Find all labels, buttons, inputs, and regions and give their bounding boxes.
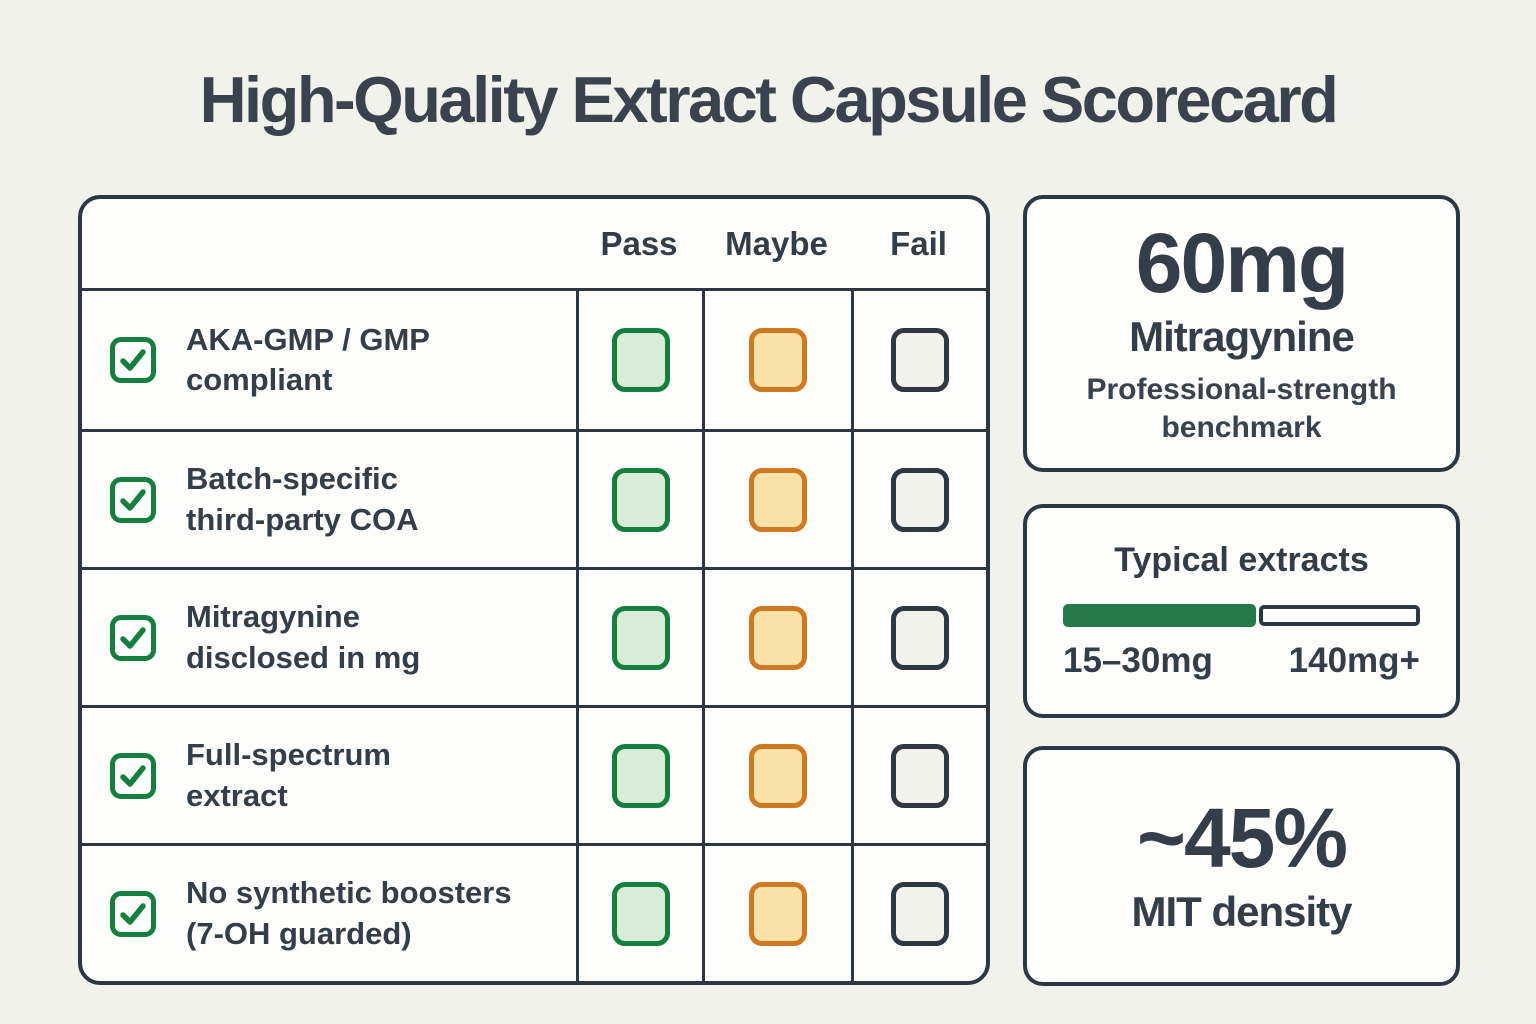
checked-checkbox-icon (110, 337, 156, 383)
column-header-maybe: Maybe (725, 224, 828, 262)
maybe-checkbox-icon (749, 605, 807, 670)
table-row: AKA-GMP / GMP compliant (82, 291, 986, 429)
pass-checkbox-icon (611, 328, 670, 392)
benchmark-card: 60mg Mitragynine Professional-strength b… (1023, 195, 1460, 472)
range-bar-labels: 15–30mg 140mg+ (1063, 641, 1420, 681)
pass-cell (576, 291, 702, 429)
range-bar-empty-segment (1258, 605, 1420, 626)
pass-cell (576, 846, 702, 981)
table-row: No synthetic boosters (7-OH guarded) (82, 843, 986, 981)
pass-checkbox-icon (611, 605, 670, 670)
range-low-label: 15–30mg (1063, 641, 1213, 680)
table-header-row: Pass Maybe Fail (82, 199, 986, 291)
fail-cell (851, 570, 986, 705)
range-high-label: 140mg+ (1288, 641, 1420, 680)
maybe-cell (702, 432, 851, 567)
maybe-checkbox-icon (749, 743, 807, 808)
fail-cell (851, 708, 986, 843)
criterion-label: Full-spectrum extract (186, 737, 391, 813)
checked-checkbox-icon (110, 614, 156, 661)
page-title: High-Quality Extract Capsule Scorecard (199, 63, 1339, 136)
fail-cell (851, 291, 986, 429)
table-row: Full-spectrum extract (82, 705, 986, 843)
criterion-cell: AKA-GMP / GMP compliant (82, 291, 576, 429)
table-row: Mitragynine disclosed in mg (82, 567, 986, 705)
criterion-label: Batch-specific third-party COA (186, 461, 419, 537)
maybe-cell (702, 570, 851, 705)
benchmark-name: Mitragynine (1129, 312, 1355, 360)
pass-cell (576, 432, 702, 567)
criterion-label: No synthetic boosters (7-OH guarded) (186, 875, 512, 951)
range-bar-filled-segment (1063, 604, 1256, 627)
maybe-cell (702, 708, 851, 843)
column-header-fail: Fail (890, 224, 947, 262)
criterion-label: Mitragynine disclosed in mg (186, 599, 421, 675)
maybe-checkbox-icon (749, 881, 807, 946)
column-header-pass: Pass (600, 224, 678, 262)
pass-checkbox-icon (611, 881, 670, 946)
header-spacer (82, 199, 576, 288)
checked-checkbox-icon (110, 890, 156, 937)
pass-cell (576, 570, 702, 705)
benchmark-caption: Professional-strength benchmark (1086, 373, 1397, 444)
pass-cell (576, 708, 702, 843)
criterion-cell: Batch-specific third-party COA (82, 432, 576, 567)
benchmark-value: 60mg (1135, 215, 1349, 310)
stat-cards-column: 60mg Mitragynine Professional-strength b… (1023, 195, 1460, 986)
table-row: Batch-specific third-party COA (82, 429, 986, 567)
fail-cell (851, 432, 986, 567)
mit-density-card: ~45% MIT density (1023, 746, 1460, 986)
density-label: MIT density (1131, 887, 1352, 935)
checked-checkbox-icon (110, 752, 156, 799)
maybe-cell (702, 846, 851, 981)
checked-checkbox-icon (110, 476, 156, 523)
fail-cell (851, 846, 986, 981)
range-bar (1063, 604, 1420, 627)
criteria-table: Pass Maybe Fail AKA-GMP / GMP compliant (78, 195, 990, 985)
criterion-cell: Full-spectrum extract (82, 708, 576, 843)
fail-checkbox-icon (891, 328, 949, 392)
fail-checkbox-icon (891, 743, 949, 808)
maybe-checkbox-icon (749, 328, 807, 392)
fail-checkbox-icon (891, 881, 949, 946)
typical-extracts-title: Typical extracts (1114, 541, 1369, 579)
fail-checkbox-icon (891, 467, 949, 532)
density-value: ~45% (1136, 790, 1348, 885)
criterion-cell: No synthetic boosters (7-OH guarded) (82, 846, 576, 981)
pass-checkbox-icon (611, 743, 670, 808)
fail-checkbox-icon (891, 605, 949, 670)
content-area: Pass Maybe Fail AKA-GMP / GMP compliant (78, 195, 1460, 986)
pass-checkbox-icon (611, 467, 670, 532)
maybe-checkbox-icon (749, 467, 807, 532)
criterion-label: AKA-GMP / GMP compliant (186, 321, 430, 397)
criterion-cell: Mitragynine disclosed in mg (82, 570, 576, 705)
typical-extracts-card: Typical extracts 15–30mg 140mg+ (1023, 504, 1460, 718)
maybe-cell (702, 291, 851, 429)
